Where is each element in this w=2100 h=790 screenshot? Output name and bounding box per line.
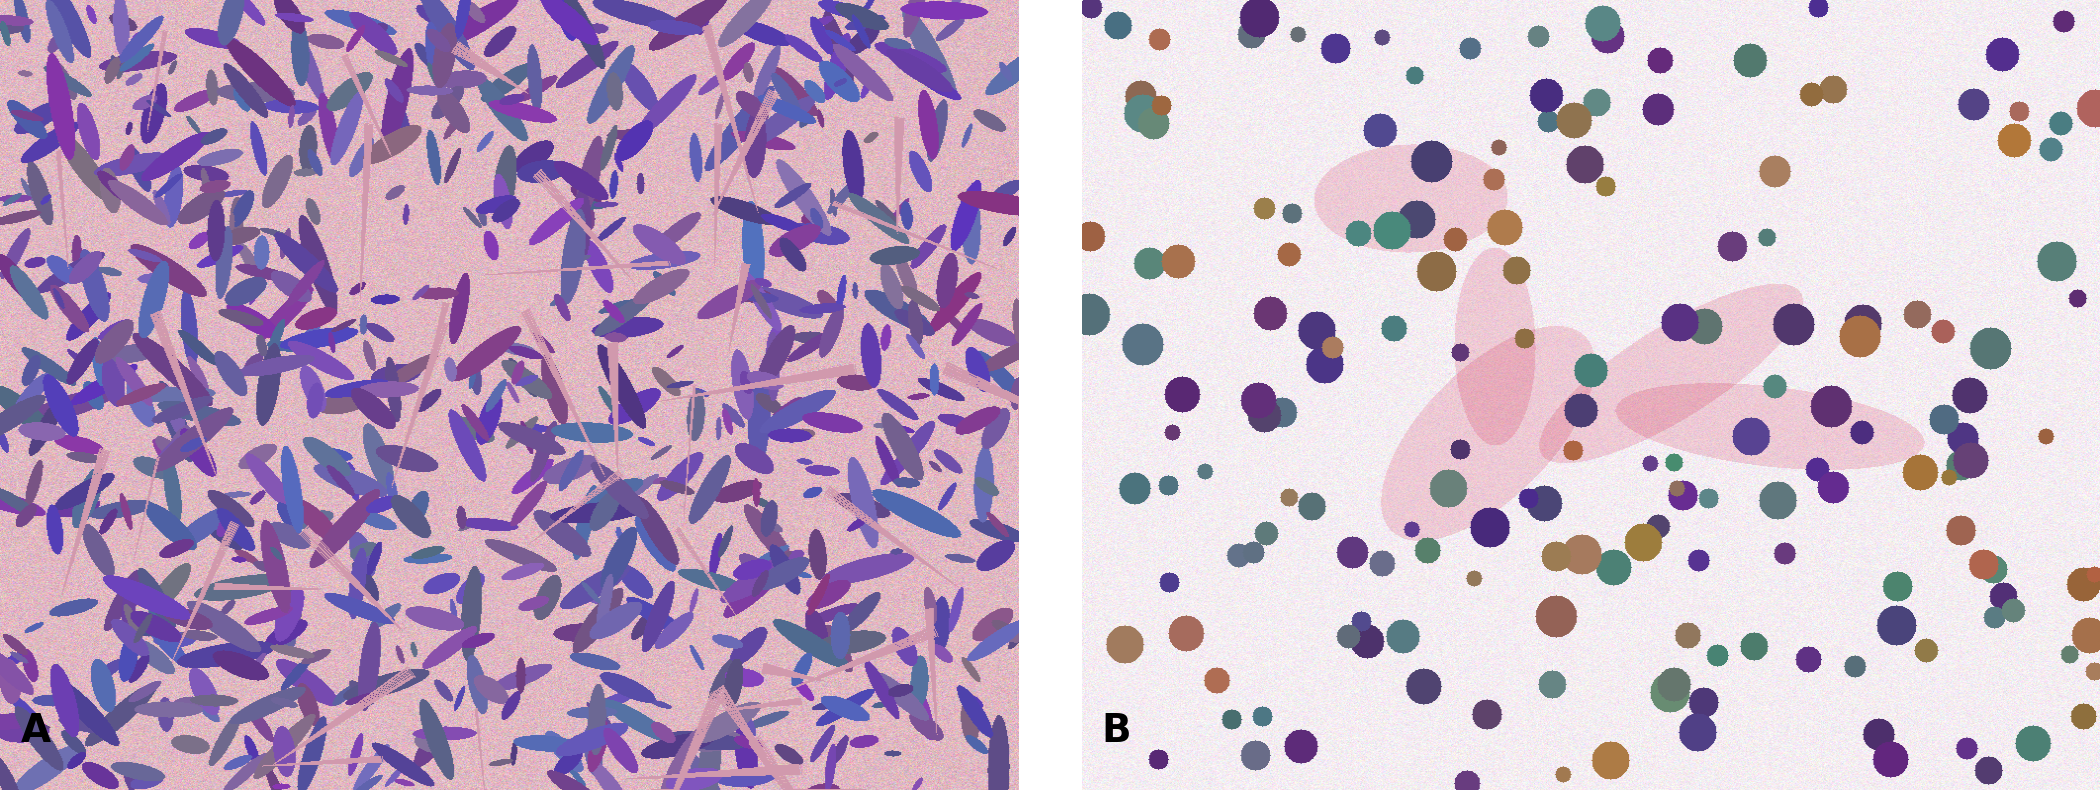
Text: A: A bbox=[21, 713, 50, 750]
Text: B: B bbox=[1102, 713, 1132, 750]
